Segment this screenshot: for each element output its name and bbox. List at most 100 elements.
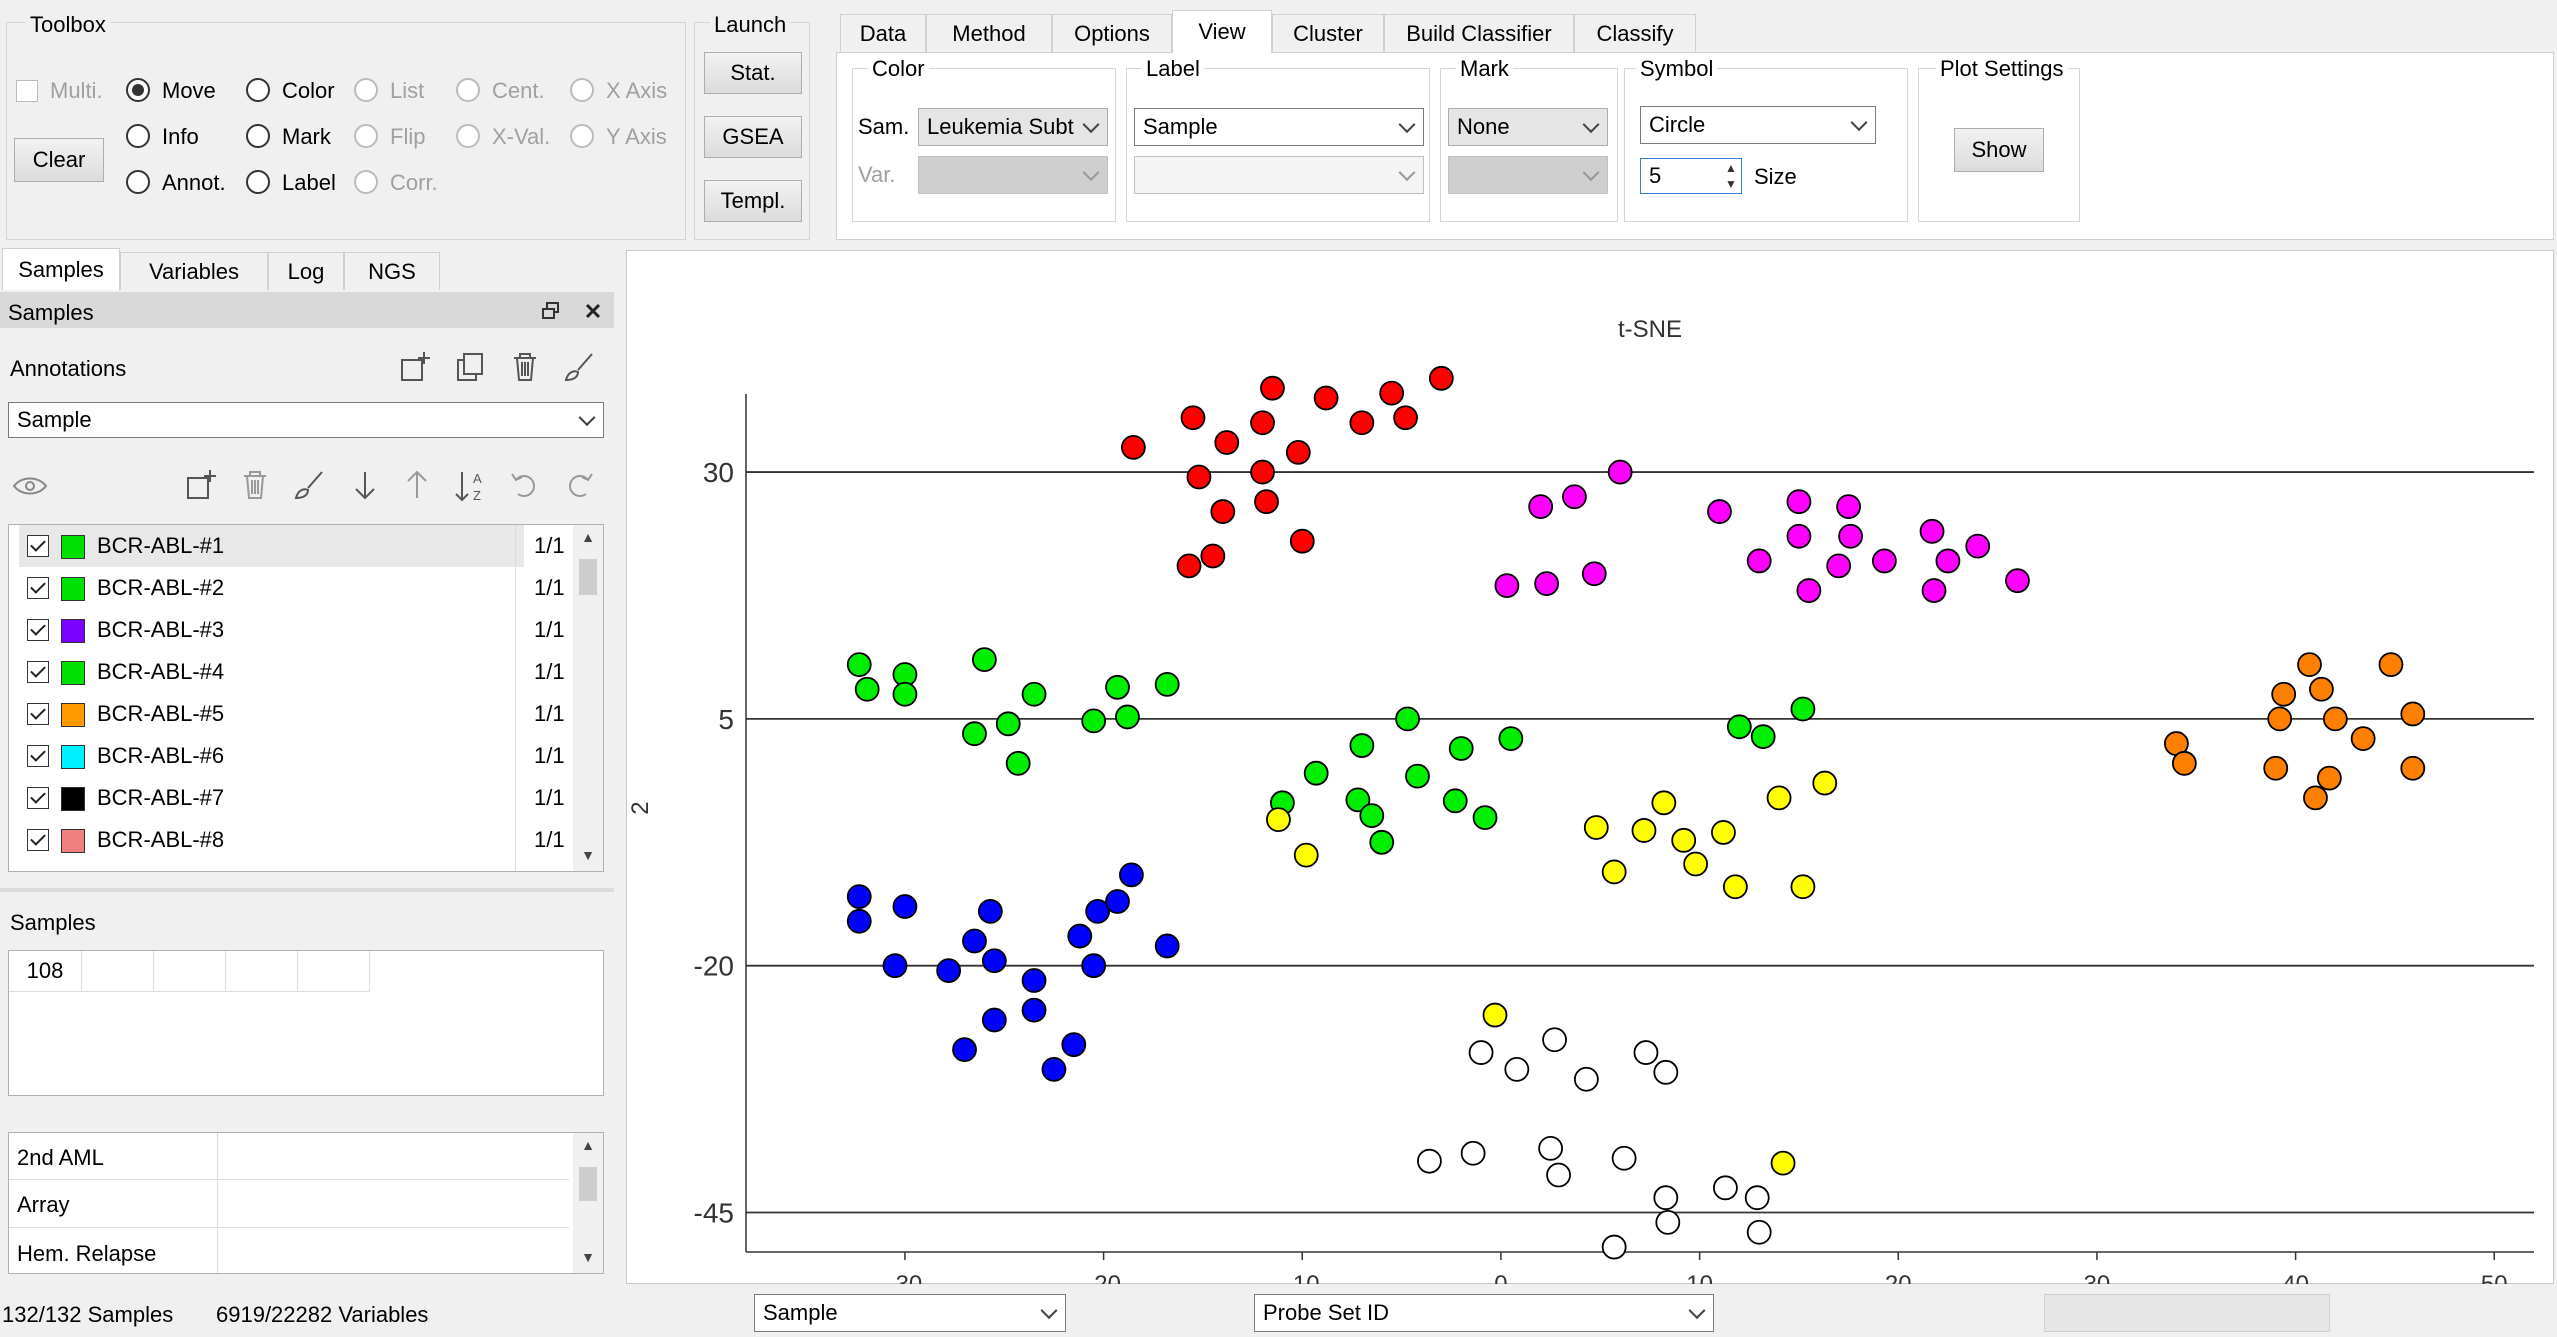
row-checkbox[interactable] [27,829,49,851]
mark-secondary-select[interactable] [1448,156,1608,194]
plot-settings-show-button[interactable]: Show [1954,128,2044,172]
status-sample-select[interactable]: Sample [754,1294,1066,1332]
scroll-thumb[interactable] [579,559,597,595]
brush-icon[interactable] [562,350,596,384]
row-checkbox[interactable] [27,577,49,599]
mode-annot-radio[interactable] [126,170,150,194]
trash-icon[interactable] [238,468,272,502]
mode-flip-label: Flip [390,124,426,149]
float-panel-icon[interactable] [540,300,562,322]
sort-az-icon[interactable]: AZ [454,468,490,504]
annotation-select[interactable]: Sample [8,402,604,438]
tab-log[interactable]: Log [268,252,344,290]
tab-data[interactable]: Data [840,14,926,52]
mode-color-radio[interactable] [246,78,270,102]
undo-icon[interactable] [508,468,542,502]
scroll-up-icon[interactable]: ▲ [581,529,595,545]
templ-button[interactable]: Templ. [704,180,802,222]
list-item[interactable]: BCR-ABL-#2 1/1 [19,567,565,609]
table-row[interactable]: Array [9,1179,569,1228]
label-select[interactable]: Sample [1134,108,1424,146]
tab-ngs[interactable]: NGS [344,252,440,290]
table-row[interactable]: Hem. Relapse [9,1227,569,1273]
list-item[interactable]: BCR-ABL-#1 1/1 [19,525,565,567]
mode-xval-radio[interactable] [456,124,480,148]
clear-button[interactable]: Clear [14,138,104,182]
mode-corr-radio[interactable] [354,170,378,194]
tab-samples[interactable]: Samples [2,248,120,290]
mode-cent-radio[interactable] [456,78,480,102]
row-checkbox[interactable] [27,703,49,725]
row-checkbox[interactable] [27,745,49,767]
splitter[interactable] [0,888,614,892]
table-scrollbar[interactable]: ▲ ▼ [573,1133,603,1273]
tab-method[interactable]: Method [926,14,1052,52]
add-annotation-icon[interactable] [398,350,432,384]
list-item[interactable]: BCR-ABL-#3 1/1 [19,609,565,651]
data-point [846,908,872,934]
list-item[interactable]: BCR-ABL-#6 1/1 [19,735,565,777]
mode-yaxis-radio[interactable] [570,124,594,148]
symbol-select[interactable]: Circle [1640,106,1876,144]
status-probe-select[interactable]: Probe Set ID [1254,1294,1714,1332]
add-item-icon[interactable] [184,468,218,502]
list-item[interactable]: BCR-ABL-#5 1/1 [19,693,565,735]
mode-flip-radio[interactable] [354,124,378,148]
tab-build-classifier[interactable]: Build Classifier [1384,14,1574,52]
scroll-down-icon[interactable]: ▼ [581,1249,595,1265]
arrow-up-icon[interactable] [400,468,434,502]
scroll-up-icon[interactable]: ▲ [581,1137,595,1153]
mode-cent-label: Cent. [492,78,545,103]
list-item[interactable]: BCR-ABL-#8 1/1 [19,819,565,861]
annotation-name: Hem. Relapse [17,1241,157,1266]
tab-view[interactable]: View [1172,10,1272,53]
data-point [1266,807,1291,832]
gsea-button[interactable]: GSEA [704,116,802,158]
mode-list-radio[interactable] [354,78,378,102]
mode-label-radio[interactable] [246,170,270,194]
stat-button[interactable]: Stat. [704,52,802,94]
list-scrollbar[interactable]: ▲ ▼ [573,525,603,871]
multi-checkbox[interactable] [16,80,38,102]
color-sample-select[interactable]: Leukemia Subt [918,108,1108,146]
mark-select[interactable]: None [1448,108,1608,146]
tab-cluster[interactable]: Cluster [1272,14,1384,52]
redo-icon[interactable] [562,468,596,502]
table-row[interactable]: 2nd AML [9,1133,569,1180]
mode-xval-label: X-Val. [492,124,551,149]
tab-variables[interactable]: Variables [120,252,268,290]
plot-panel[interactable] [626,250,2554,1284]
list-item[interactable]: BCR-ABL-#4 1/1 [19,651,565,693]
eye-icon[interactable] [12,474,48,498]
data-point [1790,696,1816,722]
x-tick-label: 50 [2481,1271,2508,1284]
tab-options[interactable]: Options [1052,14,1172,52]
row-checkbox[interactable] [27,787,49,809]
label-secondary-select[interactable] [1134,156,1424,194]
tab-classify[interactable]: Classify [1574,14,1696,52]
paint-brush-icon[interactable] [292,468,326,502]
row-checkbox[interactable] [27,619,49,641]
mode-move-radio[interactable] [126,78,150,102]
mode-mark-radio[interactable] [246,124,270,148]
row-checkbox[interactable] [27,661,49,683]
mode-info-radio[interactable] [126,124,150,148]
mode-xaxis-radio[interactable] [570,78,594,102]
scroll-thumb[interactable] [579,1167,597,1201]
spin-down-icon[interactable]: ▼ [1725,177,1737,191]
delete-annotation-icon[interactable] [508,350,542,384]
plot-settings-title: Plot Settings [1936,56,2068,82]
copy-annotation-icon[interactable] [454,350,488,384]
annotation-table[interactable]: 2nd AML Array Hem. Relapse ▲ ▼ [8,1132,604,1274]
arrow-down-icon[interactable] [348,468,382,502]
scroll-down-icon[interactable]: ▼ [581,847,595,863]
close-icon[interactable] [582,300,604,322]
row-checkbox[interactable] [27,535,49,557]
color-variable-select[interactable] [918,156,1108,194]
sample-list[interactable]: BCR-ABL-#1 1/1 BCR-ABL-#2 1/1 BCR-ABL-#3 1/… [8,524,604,872]
spin-up-icon[interactable]: ▲ [1725,161,1737,175]
symbol-size-spinbox[interactable]: 5 [1640,158,1742,194]
x-tick-label: -30 [888,1271,923,1284]
list-item[interactable]: BCR-ABL-#7 1/1 [19,777,565,819]
